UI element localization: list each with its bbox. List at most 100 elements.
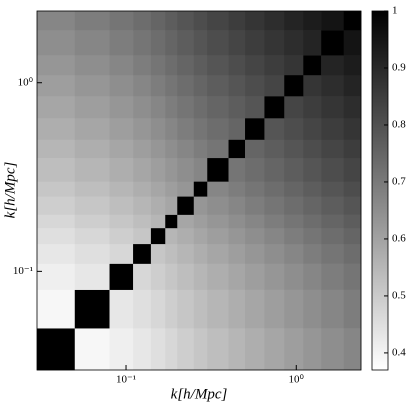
heatmap-cell <box>321 227 345 245</box>
heatmap-cell <box>133 157 152 182</box>
heatmap-cell <box>303 96 322 119</box>
heatmap-cell <box>343 118 362 140</box>
heatmap-cell <box>284 243 304 264</box>
heatmap-cell <box>321 214 345 229</box>
heatmap-cell <box>37 74 76 97</box>
heatmap-cell <box>193 55 208 76</box>
heatmap-cell <box>74 30 110 56</box>
heatmap-cell <box>343 30 362 56</box>
heatmap-cell <box>207 74 229 97</box>
colorbar-tick-label: 0.4 <box>392 346 406 358</box>
heatmap-cell <box>109 74 134 97</box>
heatmap-cell <box>193 181 208 197</box>
heatmap-cell <box>245 289 265 329</box>
heatmap-cell <box>177 11 195 31</box>
heatmap-cell <box>37 263 76 290</box>
heatmap-cell <box>193 227 208 245</box>
heatmap-cell <box>74 74 110 97</box>
heatmap-cell <box>133 227 152 245</box>
colorbar-tick-label: 0.6 <box>392 232 406 244</box>
heatmap-cell <box>37 11 76 31</box>
heatmap-cell <box>303 227 322 245</box>
colorbar-tick-label: 1 <box>392 5 398 17</box>
x-tick-label: 10⁰ <box>289 374 305 386</box>
heatmap-cell <box>284 30 304 56</box>
heatmap-cell <box>109 30 134 56</box>
heatmap-cell <box>193 157 208 182</box>
heatmap-cell <box>177 30 195 56</box>
heatmap-cell <box>177 196 195 215</box>
heatmap-cell <box>207 55 229 76</box>
heatmap-cell <box>193 196 208 215</box>
heatmap-cell <box>321 118 345 140</box>
heatmap-cell <box>109 263 134 290</box>
heatmap-cell <box>74 196 110 215</box>
heatmap-cell <box>74 139 110 159</box>
y-axis-label: k[h/Mpc] <box>2 162 18 219</box>
heatmap-cell <box>207 30 229 56</box>
heatmap-cell <box>150 214 166 229</box>
heatmap-cell <box>193 30 208 56</box>
heatmap-cell <box>284 157 304 182</box>
heatmap-cell <box>37 96 76 119</box>
heatmap-cell <box>37 181 76 197</box>
heatmap-cell <box>284 55 304 76</box>
heatmap-cell <box>165 11 178 31</box>
heatmap-cell <box>321 139 345 159</box>
heatmap-cell <box>228 328 246 371</box>
heatmap-cell <box>264 196 285 215</box>
heatmap-cell <box>245 30 265 56</box>
heatmap-cell <box>321 96 345 119</box>
heatmap-cell <box>193 74 208 97</box>
heatmap-cell <box>109 289 134 329</box>
heatmap-cell <box>109 139 134 159</box>
heatmap-cell <box>109 227 134 245</box>
heatmap-cell <box>343 181 362 197</box>
heatmap-cell <box>245 196 265 215</box>
heatmap-cell <box>343 243 362 264</box>
heatmap-cell <box>150 74 166 97</box>
colorbar-tick-label: 0.5 <box>392 289 406 301</box>
heatmap-cell <box>207 263 229 290</box>
heatmap-cell <box>150 11 166 31</box>
heatmap-cell <box>284 74 304 97</box>
heatmap-cell <box>284 118 304 140</box>
heatmap-cell <box>343 96 362 119</box>
heatmap-cell <box>165 157 178 182</box>
heatmap-cell <box>177 96 195 119</box>
heatmap-cell <box>37 214 76 229</box>
heatmap-cell <box>165 243 178 264</box>
heatmap-cell <box>133 289 152 329</box>
heatmap-cell <box>37 118 76 140</box>
heatmap-cell <box>245 11 265 31</box>
heatmap-cell <box>165 118 178 140</box>
heatmap-cell <box>150 328 166 371</box>
heatmap-cell <box>321 157 345 182</box>
heatmap-cell <box>133 181 152 197</box>
heatmap-cell <box>177 243 195 264</box>
heatmap-cell <box>303 118 322 140</box>
heatmap-cell <box>245 157 265 182</box>
heatmap-cell <box>245 243 265 264</box>
heatmap-cell <box>245 139 265 159</box>
heatmap-cell <box>109 328 134 371</box>
heatmap-cell <box>165 328 178 371</box>
heatmap-cell <box>177 289 195 329</box>
heatmap-cell <box>193 139 208 159</box>
heatmap-cell <box>228 289 246 329</box>
heatmap-cell <box>207 196 229 215</box>
heatmap-cell <box>303 55 322 76</box>
heatmap-cell <box>245 227 265 245</box>
heatmap-cell <box>228 263 246 290</box>
heatmap-cell <box>74 11 110 31</box>
heatmap-cell <box>207 227 229 245</box>
heatmap-cell <box>133 263 152 290</box>
heatmap-cell <box>165 139 178 159</box>
heatmap-cell <box>284 196 304 215</box>
heatmap-cell <box>150 157 166 182</box>
heatmap-cell <box>193 11 208 31</box>
heatmap-cell <box>228 196 246 215</box>
heatmap-cell <box>321 74 345 97</box>
heatmap-cell <box>165 181 178 197</box>
